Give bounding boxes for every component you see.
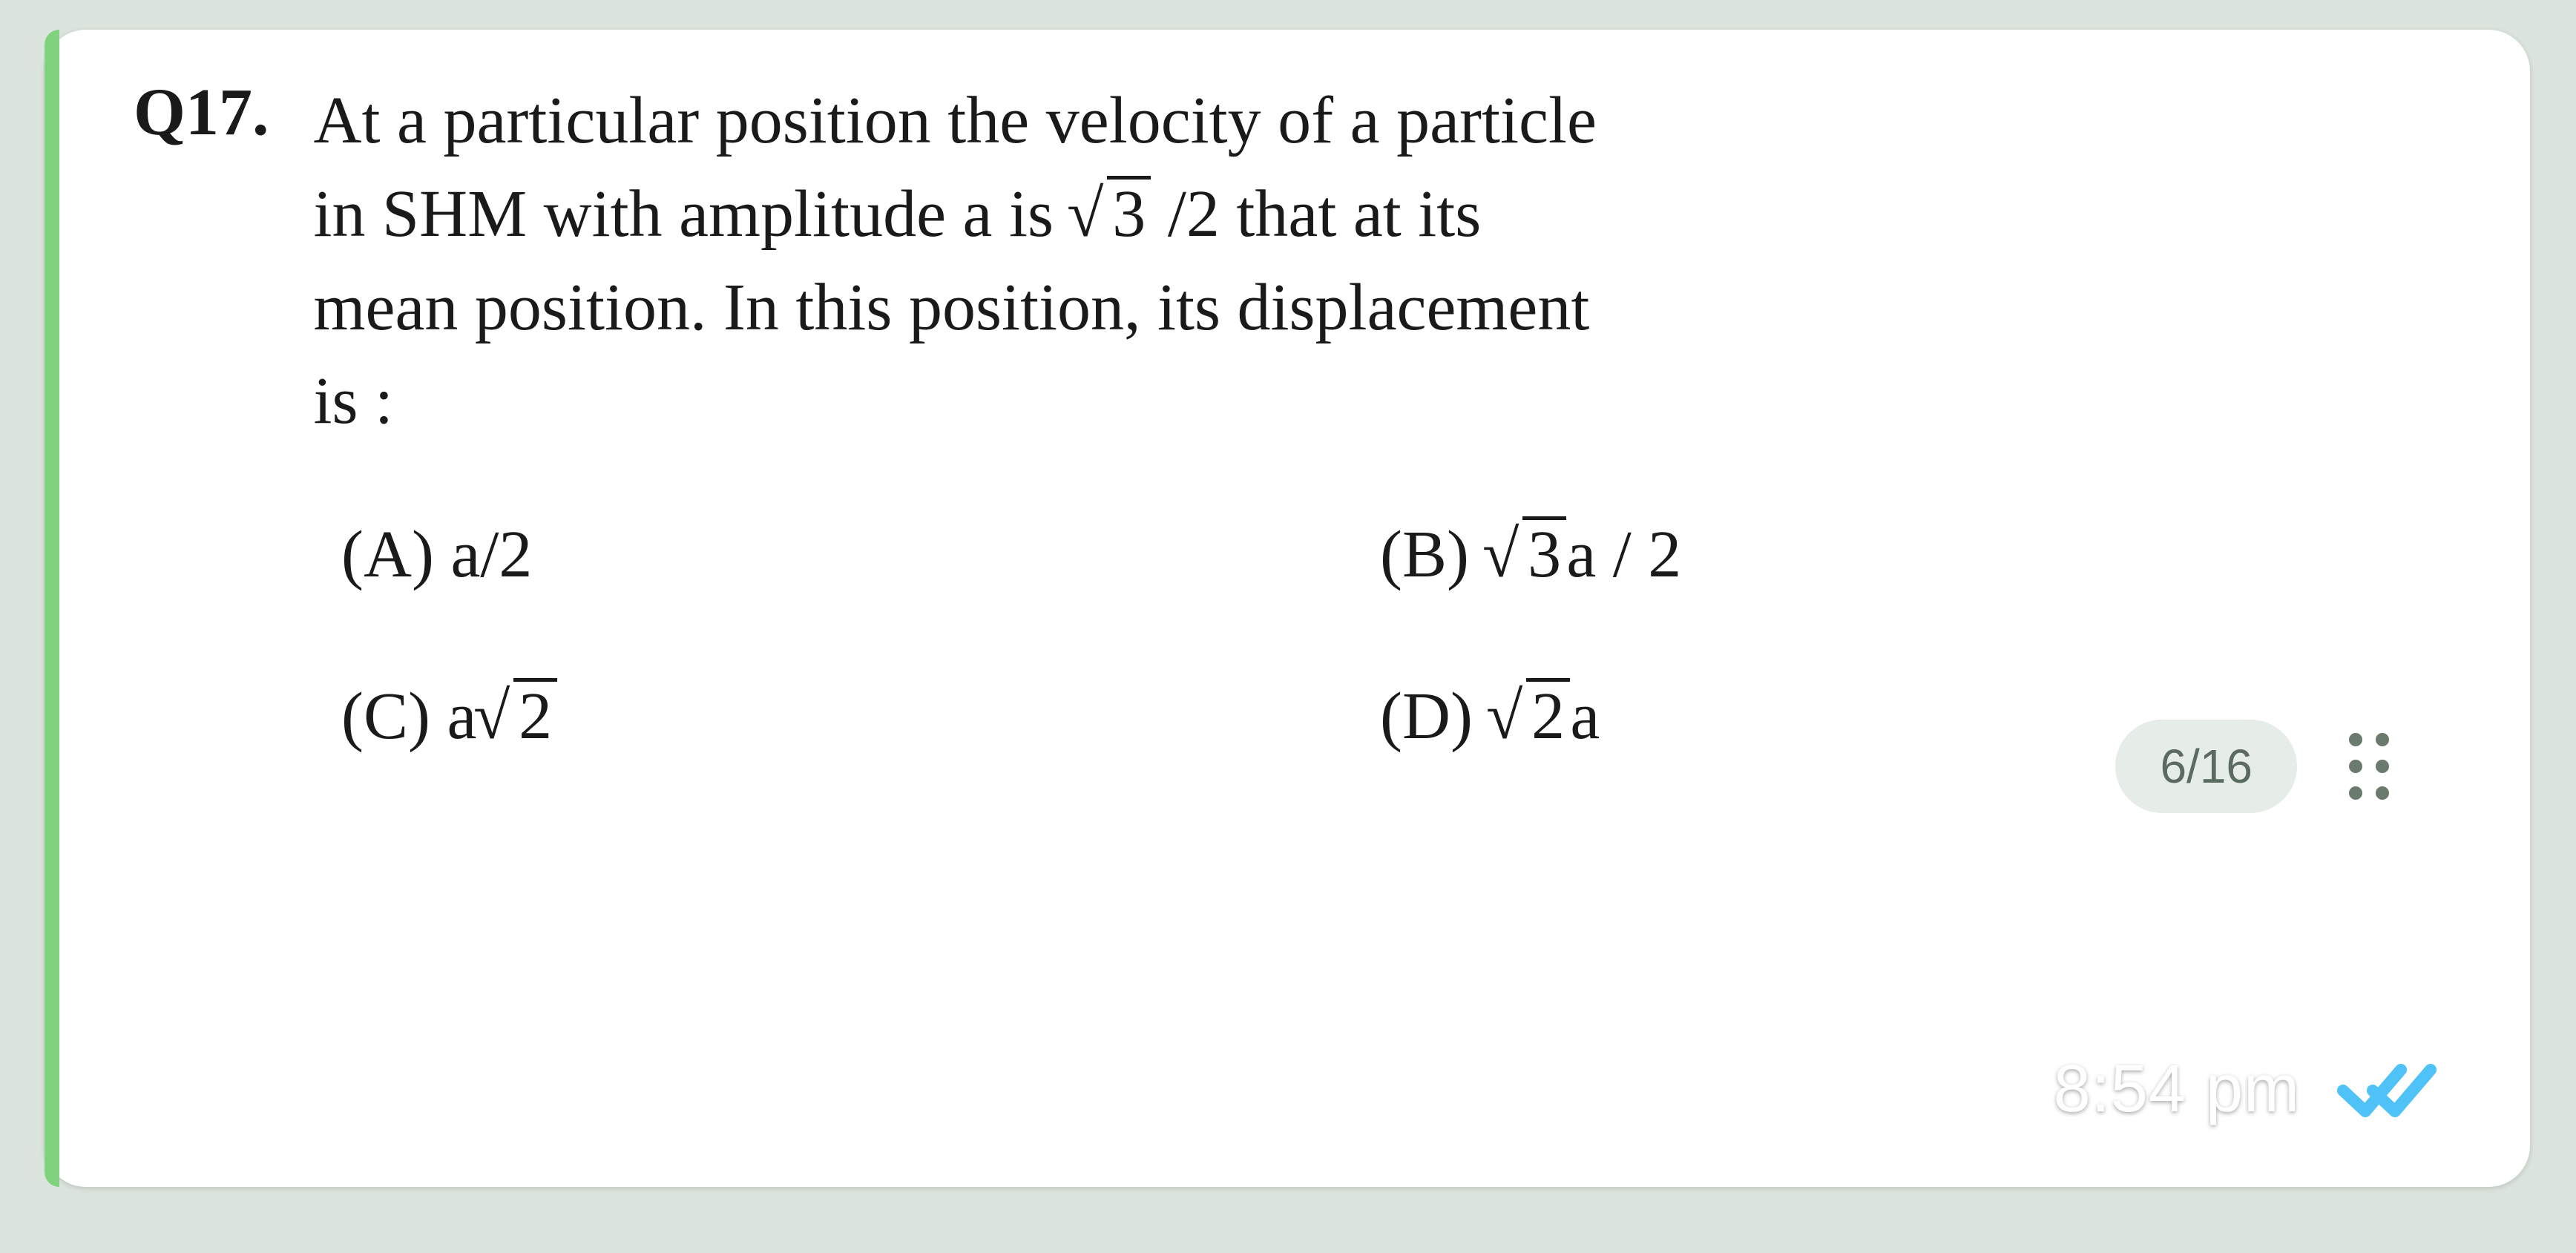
radicand: 2 xyxy=(1526,678,1570,752)
message-bubble: Q17. At a particular position the veloci… xyxy=(45,30,2530,1187)
more-menu-icon[interactable] xyxy=(2349,733,2389,800)
sqrt-3-stem: 3 xyxy=(1071,168,1151,261)
question-number: Q17. xyxy=(134,74,269,151)
stem-line-4: is : xyxy=(314,364,394,438)
radicand: 3 xyxy=(1107,176,1151,250)
option-c[interactable]: (C) a2 xyxy=(341,677,1380,757)
pager: 6/16 xyxy=(2115,720,2389,813)
option-a[interactable]: (A) a/2 xyxy=(341,515,1380,595)
question-stem: At a particular position the velocity of… xyxy=(314,74,1597,448)
question-row: Q17. At a particular position the veloci… xyxy=(134,74,2471,448)
message-footer: 8:54 pm xyxy=(2054,1051,2441,1128)
option-a-text: a/2 xyxy=(450,518,532,591)
option-c-pre: a xyxy=(447,680,476,753)
option-b-label: (B) xyxy=(1380,518,1485,591)
sqrt-3-b: 3 xyxy=(1485,515,1566,595)
sqrt-2-c: 2 xyxy=(476,677,557,757)
stem-line-2-post: /2 that at its xyxy=(1151,177,1481,251)
option-a-label: (A) xyxy=(341,518,450,591)
stem-line-2-pre: in SHM with amplitude a is xyxy=(314,177,1071,251)
option-d-post: a xyxy=(1570,680,1600,753)
radicand: 2 xyxy=(513,678,557,752)
radicand: 3 xyxy=(1522,516,1566,591)
pager-pill[interactable]: 6/16 xyxy=(2115,720,2297,813)
bubble-accent xyxy=(45,30,59,1187)
stem-line-1: At a particular position the velocity of… xyxy=(314,84,1597,157)
read-receipt-icon xyxy=(2337,1056,2441,1123)
option-b-post: a / 2 xyxy=(1566,518,1681,591)
option-b[interactable]: (B) 3a / 2 xyxy=(1380,515,2270,595)
stem-line-3: mean position. In this position, its dis… xyxy=(314,271,1590,344)
option-d-label: (D) xyxy=(1380,680,1489,753)
option-c-label: (C) xyxy=(341,680,447,753)
timestamp: 8:54 pm xyxy=(2054,1051,2300,1128)
sqrt-2-d: 2 xyxy=(1489,677,1570,757)
question-content: Q17. At a particular position the veloci… xyxy=(104,74,2471,757)
